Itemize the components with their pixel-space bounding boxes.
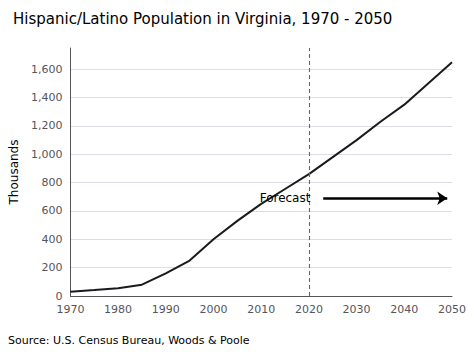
svg-text:2040: 2040 bbox=[390, 303, 418, 316]
svg-text:2010: 2010 bbox=[247, 303, 275, 316]
svg-text:Hispanic/Latino Population in: Hispanic/Latino Population in Virginia, … bbox=[13, 10, 392, 28]
svg-text:800: 800 bbox=[41, 176, 62, 189]
svg-text:Forecast: Forecast bbox=[260, 191, 311, 205]
svg-text:400: 400 bbox=[41, 233, 62, 246]
svg-text:1,400: 1,400 bbox=[31, 91, 63, 104]
svg-text:1990: 1990 bbox=[152, 303, 180, 316]
svg-text:600: 600 bbox=[41, 204, 62, 217]
svg-text:1,600: 1,600 bbox=[31, 63, 63, 76]
svg-text:1970: 1970 bbox=[56, 303, 84, 316]
svg-text:2050: 2050 bbox=[438, 303, 466, 316]
svg-text:2020: 2020 bbox=[295, 303, 323, 316]
svg-text:200: 200 bbox=[41, 261, 62, 274]
svg-text:0: 0 bbox=[55, 290, 62, 303]
svg-text:1980: 1980 bbox=[104, 303, 132, 316]
svg-text:1,000: 1,000 bbox=[31, 148, 63, 161]
svg-text:2000: 2000 bbox=[199, 303, 227, 316]
svg-text:Source: U.S. Census Bureau, Wo: Source: U.S. Census Bureau, Woods & Pool… bbox=[8, 334, 250, 347]
svg-text:1,200: 1,200 bbox=[31, 119, 63, 132]
svg-text:Thousands: Thousands bbox=[7, 140, 21, 206]
svg-text:2030: 2030 bbox=[343, 303, 371, 316]
